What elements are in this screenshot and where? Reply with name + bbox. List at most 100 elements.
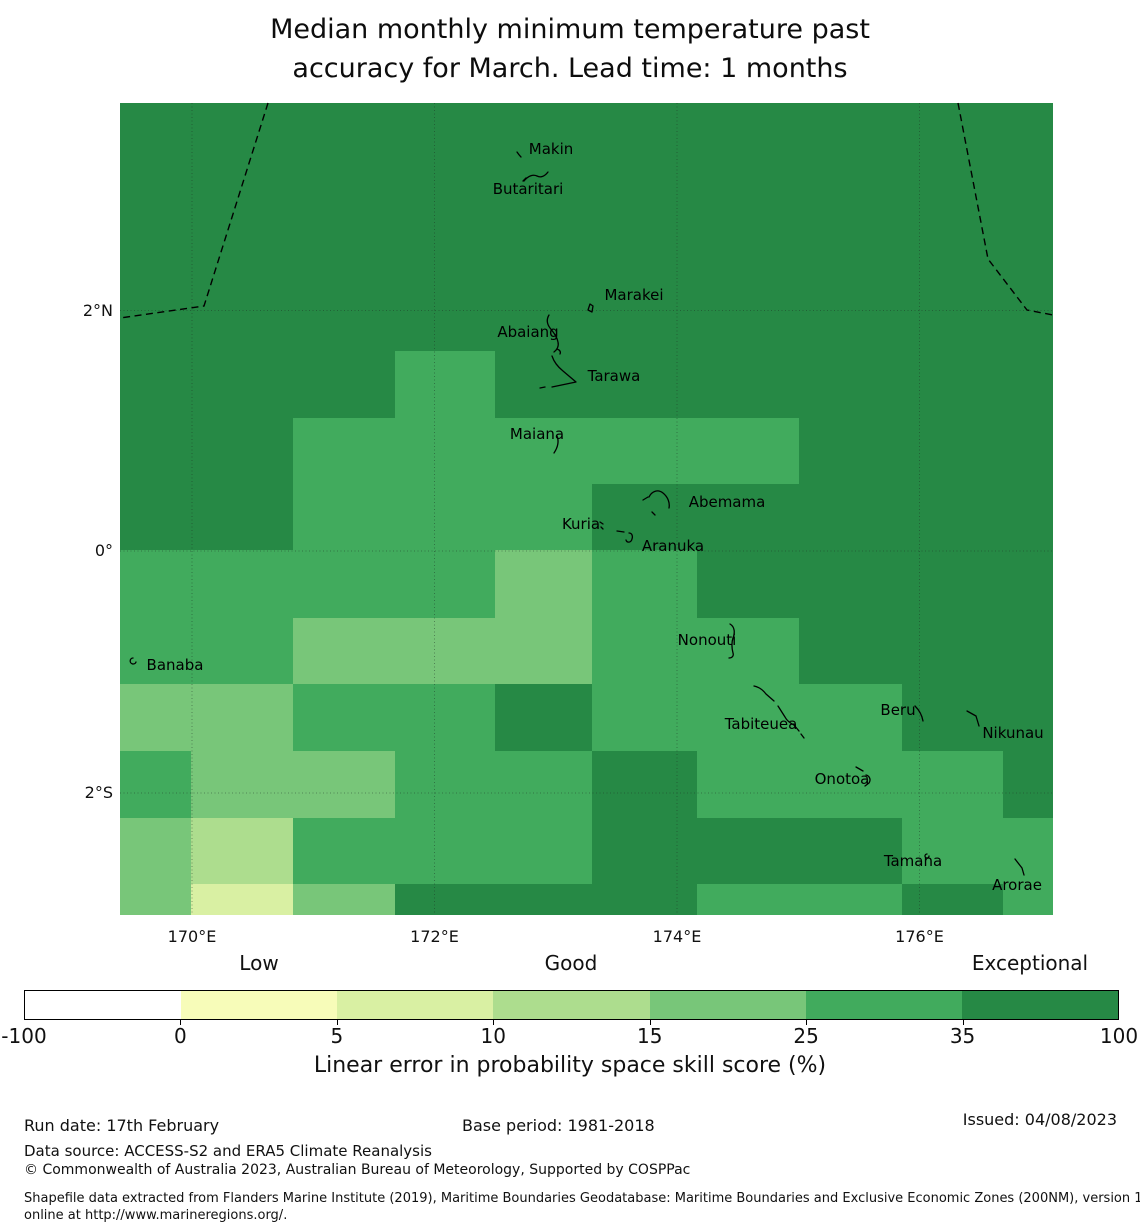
map-cell (395, 618, 496, 685)
colorbar-tick-label: 25 (793, 1024, 819, 1048)
map-cell (592, 618, 698, 685)
map-cell (1003, 484, 1053, 551)
map-cell (120, 484, 192, 551)
island-label-banaba: Banaba (146, 656, 204, 674)
map-cell (1003, 818, 1053, 885)
map-cell (191, 550, 294, 619)
colorbar-tick-label: 10 (480, 1024, 506, 1048)
map-cell (1003, 218, 1053, 286)
colorbar-tick-label: 100 (1099, 1024, 1139, 1048)
map-cell (1003, 884, 1053, 915)
map-cell (191, 152, 294, 219)
colorbar-tick-label: 5 (330, 1024, 344, 1048)
map-cell (395, 285, 496, 352)
map-cell (592, 884, 698, 915)
map-cell (293, 285, 396, 352)
map-cell (120, 751, 192, 819)
map-cell (902, 751, 1004, 819)
colorbar-tick-label: 35 (949, 1024, 976, 1048)
shapefile-attribution-line1: Shapefile data extracted from Flanders M… (24, 1191, 1140, 1206)
colorbar-caption: Linear error in probability space skill … (313, 1053, 827, 1078)
map-cell (395, 218, 496, 286)
map-cell (495, 484, 593, 551)
map-cell (799, 351, 903, 419)
map-cell (592, 351, 698, 419)
map-cell (902, 218, 1004, 286)
map-cell (191, 103, 294, 153)
map-cell (191, 684, 294, 752)
latitude-tick-label: 2°S (84, 783, 113, 802)
island-label-makin: Makin (528, 140, 574, 158)
map-cell (697, 285, 800, 352)
map-cell (592, 152, 698, 219)
longitude-tick-label: 174°E (652, 927, 702, 946)
island-label-aranuka: Aranuka (641, 537, 705, 555)
map-cell (191, 418, 294, 485)
map-cell (495, 550, 593, 619)
colorbar-tick-label: -100 (1, 1024, 47, 1048)
map-cell (191, 751, 294, 819)
map-cell (697, 818, 800, 885)
colorbar-tick (962, 1020, 964, 1025)
map-cell (902, 618, 1004, 685)
colorbar-tick (180, 1020, 182, 1025)
map-cell (592, 818, 698, 885)
map-cell (293, 418, 396, 485)
map-cell (1003, 418, 1053, 485)
map-cell (120, 351, 192, 419)
map-cell (395, 418, 496, 485)
map-cell (293, 818, 396, 885)
map-cell (697, 484, 800, 551)
colorbar-tick-label: 15 (636, 1024, 663, 1048)
map-cell (495, 818, 593, 885)
map-cell (191, 218, 294, 286)
map-cell (293, 884, 396, 915)
island-label-tamana: Tamana (883, 852, 943, 870)
run-date-text: Run date: 17th February (24, 1116, 220, 1135)
map-cell (592, 751, 698, 819)
colorbar-segment (493, 991, 650, 1019)
map-cell (395, 550, 496, 619)
map-cell (293, 103, 396, 153)
map-cell (495, 418, 593, 485)
map-cell (697, 103, 800, 153)
map-cell (495, 618, 593, 685)
latitude-tick-label: 0° (94, 541, 113, 560)
map-cell (799, 103, 903, 153)
map-cell (293, 218, 396, 286)
map-cell (120, 218, 192, 286)
map-cell (902, 818, 1004, 885)
map-cell (1003, 351, 1053, 419)
map-cell (395, 751, 496, 819)
map-cell (395, 884, 496, 915)
map-cell (592, 418, 698, 485)
map-cell (902, 152, 1004, 219)
island-label-onotoa: Onotoa (814, 770, 870, 788)
map-cell (697, 418, 800, 485)
latitude-tick-label: 2°N (82, 300, 113, 320)
colorbar-segment (805, 991, 962, 1019)
island-label-tarawa: Tarawa (587, 367, 641, 385)
colorbar-category-good: Good (544, 951, 598, 975)
map-cell (799, 818, 903, 885)
copyright-text: © Commonwealth of Australia 2023, Austra… (24, 1162, 691, 1178)
map-cell (293, 751, 396, 819)
colorbar-tick (493, 1020, 495, 1025)
colorbar-category-low: Low (239, 951, 279, 975)
page-title-line1: Median monthly minimum temperature past (270, 14, 870, 45)
map-cell (293, 484, 396, 551)
map-cell (495, 103, 593, 153)
map-cell (799, 285, 903, 352)
map-cell (191, 351, 294, 419)
map-cell (592, 218, 698, 286)
map-cell (902, 484, 1004, 551)
map-cell (697, 351, 800, 419)
data-source-text: Data source: ACCESS-S2 and ERA5 Climate … (24, 1142, 432, 1160)
map-cell (799, 751, 903, 819)
island-label-abemama: Abemama (688, 493, 766, 511)
map-cell (799, 484, 903, 551)
colorbar-segment (337, 991, 494, 1019)
map-cell (799, 152, 903, 219)
colorbar-tick (806, 1020, 808, 1025)
